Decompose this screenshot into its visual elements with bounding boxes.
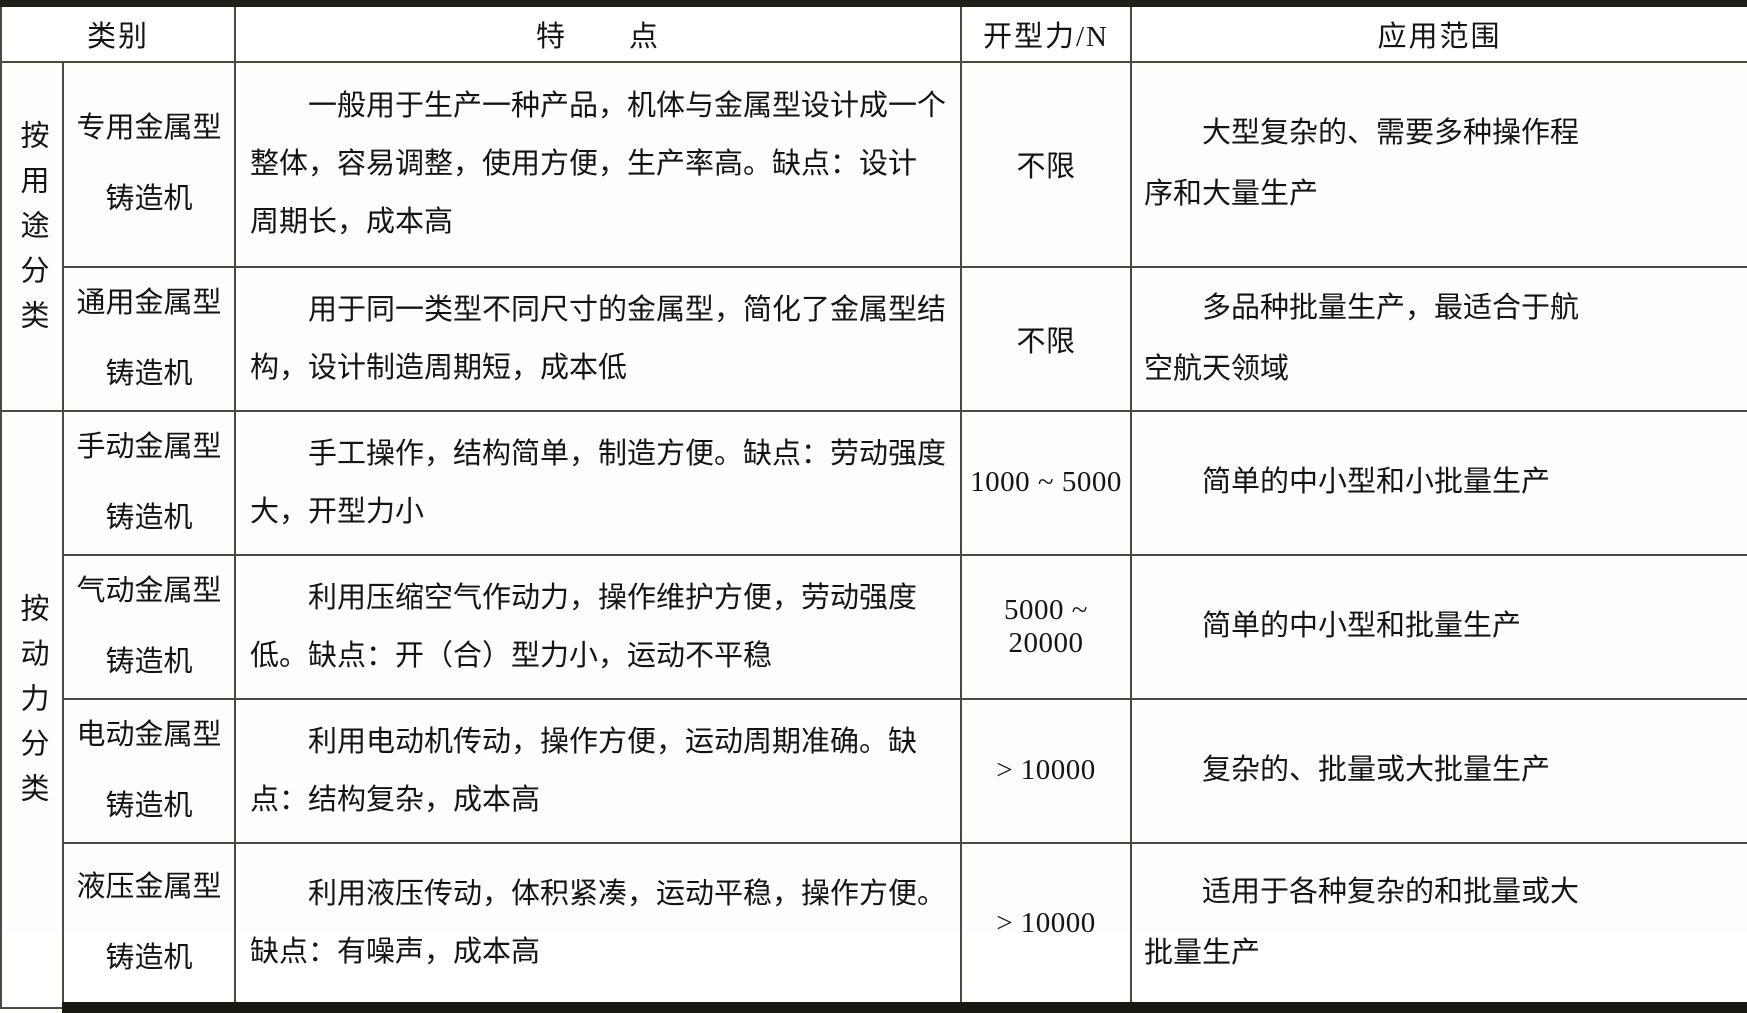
features-text: 用于同一类型不同尺寸的金属型，简化了金属型结 构，设计制造周期短，成本低 [234, 265, 963, 412]
opening-force-value: 不限 [960, 60, 1133, 268]
group-label-by-usage: 按用途分类 [0, 60, 64, 412]
features-text: 手工操作，结构简单，制造方便。缺点：劳动强度 大，开型力小 [234, 409, 963, 556]
column-header-opening-force: 开型力/N [960, 0, 1133, 63]
opening-force-value: > 10000 [960, 841, 1133, 1013]
machine-type: 液压金属型 铸造机 [61, 841, 237, 1013]
group-label-text: 按动力分类 [16, 592, 48, 818]
machine-type: 专用金属型 铸造机 [61, 60, 237, 268]
column-header-category: 类别 [0, 0, 237, 63]
column-header-application: 应用范围 [1130, 0, 1747, 63]
machine-type: 手动金属型 铸造机 [61, 409, 237, 556]
application-text: 复杂的、批量或大批量生产 [1130, 697, 1747, 844]
table-row: 按动力分类 手动金属型 铸造机 手工操作，结构简单，制造方便。缺点：劳动强度 大… [0, 409, 1747, 1009]
machine-type: 气动金属型 铸造机 [61, 553, 237, 700]
group-label-by-power: 按动力分类 [0, 409, 64, 1009]
application-text: 适用于各种复杂的和批量或大 批量生产 [1130, 841, 1747, 1013]
table-row: 通用金属型 铸造机 用于同一类型不同尺寸的金属型，简化了金属型结 构，设计制造周… [1, 265, 1747, 412]
features-text: 一般用于生产一种产品，机体与金属型设计成一个 整体，容易调整，使用方便，生产率高… [234, 60, 963, 268]
features-text: 利用压缩空气作动力，操作维护方便，劳动强度 低。缺点：开（合）型力小，运动不平稳 [234, 553, 963, 700]
table-row: 按用途分类 专用金属型 铸造机 一般用于生产一种产品，机体与金属型设计成一个 整… [0, 60, 1747, 412]
machine-type: 通用金属型 铸造机 [61, 265, 237, 412]
features-text: 利用电动机传动，操作方便，运动周期准确。缺 点：结构复杂，成本高 [234, 697, 963, 844]
application-text: 简单的中小型和小批量生产 [1130, 409, 1747, 556]
opening-force-value: 1000 ~ 5000 [960, 409, 1133, 556]
application-text: 多品种批量生产，最适合于航 空航天领域 [1130, 265, 1747, 412]
opening-force-value: > 10000 [960, 697, 1133, 844]
application-text: 大型复杂的、需要多种操作程 序和大量生产 [1130, 60, 1747, 268]
opening-force-value: 不限 [960, 265, 1133, 412]
table-row: 液压金属型 铸造机 利用液压传动，体积紧凑，运动平稳，操作方便。 缺点：有噪声，… [1, 841, 1747, 1013]
machine-type: 电动金属型 铸造机 [61, 697, 237, 844]
application-text: 简单的中小型和批量生产 [1130, 553, 1747, 700]
opening-force-value: 5000 ~ 20000 [960, 553, 1133, 700]
table-row: 电动金属型 铸造机 利用电动机传动，操作方便，运动周期准确。缺 点：结构复杂，成… [1, 697, 1747, 844]
group-label-text: 按用途分类 [16, 119, 48, 345]
features-text: 利用液压传动，体积紧凑，运动平稳，操作方便。 缺点：有噪声，成本高 [234, 841, 963, 1013]
table-header-row: 类别 特 点 开型力/N 应用范围 [0, 0, 1747, 63]
table-row: 气动金属型 铸造机 利用压缩空气作动力，操作维护方便，劳动强度 低。缺点：开（合… [1, 553, 1747, 700]
column-header-features: 特 点 [234, 0, 963, 63]
